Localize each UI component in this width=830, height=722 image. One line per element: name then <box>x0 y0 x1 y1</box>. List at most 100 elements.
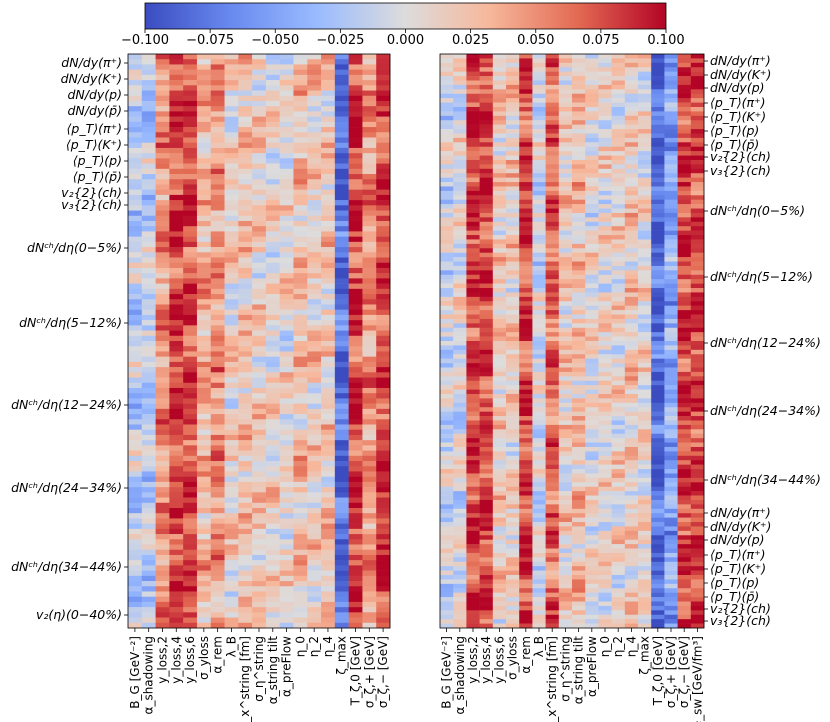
column-label: α_preFlow <box>280 636 294 697</box>
heatmap-cell <box>638 182 652 187</box>
heatmap-cell <box>196 179 212 185</box>
heatmap-cell <box>141 487 156 493</box>
heatmap-cell <box>453 76 467 81</box>
heatmap-cell <box>169 288 184 295</box>
heatmap-cell <box>155 382 170 389</box>
heatmap-cell <box>532 221 546 227</box>
heatmap-cell <box>690 371 705 377</box>
heatmap-cell <box>265 502 280 509</box>
heatmap-cell <box>128 440 143 446</box>
heatmap-cell <box>572 499 586 505</box>
heatmap-cell <box>651 226 665 231</box>
heatmap-cell <box>321 419 336 425</box>
heatmap-cell <box>265 544 280 551</box>
heatmap-cell <box>348 252 363 258</box>
heatmap-cell <box>293 247 308 253</box>
heatmap-cell <box>440 102 454 108</box>
heatmap-cell <box>532 535 546 540</box>
heatmap-cell <box>307 210 322 217</box>
heatmap-cell <box>492 513 507 518</box>
heatmap-cell <box>141 262 156 269</box>
heatmap-cell <box>677 93 692 99</box>
heatmap-cell <box>532 389 546 395</box>
heatmap-cell <box>558 411 573 417</box>
heatmap-cell <box>141 100 156 107</box>
heatmap-cell <box>519 243 533 249</box>
heatmap-cell <box>519 610 533 616</box>
heatmap-cell <box>598 535 612 540</box>
heatmap-cell <box>664 296 678 302</box>
heatmap-cell <box>141 461 156 467</box>
heatmap-cell <box>479 407 494 412</box>
heatmap-cell <box>279 507 294 514</box>
heatmap-cell <box>141 450 156 457</box>
heatmap-cell <box>532 67 546 72</box>
heatmap-cell <box>690 54 705 59</box>
heatmap-cell <box>545 296 560 302</box>
heatmap-cell <box>128 174 143 180</box>
heatmap-cell <box>155 179 170 185</box>
heatmap-cell <box>506 464 520 470</box>
heatmap-cell <box>506 610 520 616</box>
heatmap-cell <box>453 173 467 178</box>
heatmap-cell <box>638 491 652 496</box>
heatmap-cell <box>348 215 363 222</box>
heatmap-cell <box>141 174 156 180</box>
heatmap-cell <box>183 586 198 592</box>
heatmap-cell <box>479 398 494 404</box>
heatmap-cell <box>169 163 184 170</box>
heatmap-cell <box>598 84 612 90</box>
heatmap-cell <box>651 473 665 479</box>
heatmap-cell <box>585 226 599 231</box>
heatmap-cell <box>479 429 494 435</box>
heatmap-cell <box>585 570 599 576</box>
heatmap-cell <box>492 230 507 236</box>
heatmap-cell <box>532 460 546 465</box>
heatmap-cell <box>334 132 349 138</box>
heatmap-cell <box>664 67 678 72</box>
heatmap-cell <box>279 189 294 196</box>
heatmap-cell <box>279 560 294 566</box>
heatmap-cell <box>155 215 170 222</box>
heatmap-cell <box>466 230 480 236</box>
heatmap-cell <box>532 296 546 302</box>
heatmap-cell <box>169 544 184 551</box>
heatmap-cell <box>141 466 156 472</box>
heatmap-cell <box>362 565 377 571</box>
heatmap-cell <box>141 377 156 384</box>
heatmap-cell <box>558 155 573 161</box>
heatmap-cell <box>265 189 280 196</box>
heatmap-cell <box>279 314 294 321</box>
heatmap-cell <box>265 367 280 373</box>
heatmap-cell <box>572 539 586 545</box>
heatmap-cell <box>624 323 639 329</box>
heatmap-cell <box>664 548 678 554</box>
heatmap-cell <box>532 54 546 59</box>
heatmap-cell <box>440 235 454 240</box>
heatmap-cell <box>238 247 253 253</box>
heatmap-cell <box>598 575 612 580</box>
heatmap-cell <box>183 210 198 217</box>
heatmap-cell <box>376 356 391 363</box>
heatmap-cell <box>362 372 377 378</box>
heatmap-cell <box>598 411 612 417</box>
column-label: y_loss,4 <box>169 636 183 684</box>
heatmap-cell <box>598 62 612 68</box>
heatmap-cell <box>293 502 308 509</box>
heatmap-cell <box>196 74 212 81</box>
heatmap-cell <box>265 424 280 431</box>
heatmap-cell <box>638 499 652 505</box>
heatmap-cell <box>479 504 494 510</box>
heatmap-cell <box>169 487 184 493</box>
heatmap-cell <box>677 451 692 457</box>
heatmap-cell <box>224 205 239 211</box>
heatmap-cell <box>128 132 143 138</box>
heatmap-cell <box>321 288 336 295</box>
heatmap-cell <box>376 554 391 561</box>
heatmap-cell <box>506 327 520 333</box>
heatmap-cell <box>651 58 665 64</box>
heatmap-cell <box>651 129 665 134</box>
heatmap-cell <box>506 429 520 435</box>
heatmap-cell <box>183 367 198 373</box>
heatmap-cell <box>224 455 239 462</box>
